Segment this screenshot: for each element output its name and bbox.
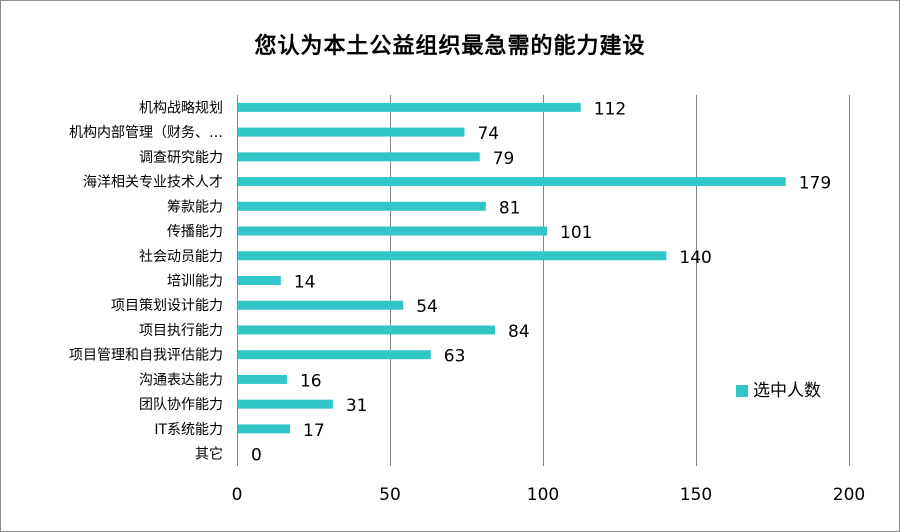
category-label-12: 团队协作能力 bbox=[139, 397, 223, 413]
bar-6 bbox=[238, 251, 667, 261]
bar-7 bbox=[238, 276, 281, 285]
category-label-11: 沟通表达能力 bbox=[139, 372, 223, 388]
value-label-12: 31 bbox=[346, 396, 368, 416]
category-label-13: IT系统能力 bbox=[154, 422, 223, 438]
x-tick-label-100: 100 bbox=[527, 485, 559, 505]
bar-10 bbox=[238, 350, 431, 360]
bar-11 bbox=[238, 374, 287, 384]
bar-12 bbox=[238, 399, 333, 409]
bar-8 bbox=[238, 300, 404, 310]
bar-13 bbox=[238, 424, 291, 434]
value-label-0: 112 bbox=[594, 99, 626, 119]
bar-5 bbox=[238, 226, 548, 236]
chart-title: 您认为本土公益组织最急需的能力建设 bbox=[254, 34, 646, 59]
value-label-6: 140 bbox=[679, 248, 711, 268]
value-labels: 112 74 79 179 81 101 140 14 54 84 63 16 31 17 0 bbox=[251, 99, 831, 465]
value-label-1: 74 bbox=[477, 124, 499, 144]
value-label-2: 79 bbox=[493, 149, 515, 169]
x-tick-label-50: 50 bbox=[379, 485, 401, 505]
value-label-4: 81 bbox=[499, 198, 521, 218]
x-tick-label-200: 200 bbox=[833, 485, 865, 505]
x-tick-label-150: 150 bbox=[680, 485, 712, 505]
x-tick-label-0: 0 bbox=[232, 485, 243, 505]
value-label-11: 16 bbox=[300, 371, 322, 391]
category-label-8: 项目策划设计能力 bbox=[111, 297, 223, 314]
legend-swatch bbox=[736, 385, 748, 397]
category-label-1: 机构内部管理（财务、… bbox=[69, 125, 223, 141]
category-label-6: 社会动员能力 bbox=[139, 249, 223, 265]
bars bbox=[238, 102, 786, 434]
bar-9 bbox=[238, 325, 496, 335]
category-label-5: 传播能力 bbox=[167, 224, 223, 240]
legend-label: 选中人数 bbox=[753, 381, 821, 401]
category-label-7: 培训能力 bbox=[167, 274, 223, 290]
category-label-4: 筹款能力 bbox=[167, 198, 223, 215]
value-label-10: 63 bbox=[444, 347, 466, 367]
bar-3 bbox=[238, 177, 786, 187]
category-label-3: 海洋相关专业技术人才 bbox=[83, 175, 223, 191]
category-label-10: 项目管理和自我评估能力 bbox=[69, 348, 223, 364]
value-label-14: 0 bbox=[251, 446, 262, 466]
value-label-8: 54 bbox=[416, 297, 438, 317]
value-label-9: 84 bbox=[508, 322, 530, 342]
category-label-0: 机构战略规划 bbox=[139, 100, 223, 116]
value-label-5: 101 bbox=[560, 223, 592, 243]
value-label-7: 14 bbox=[294, 273, 316, 293]
bar-0 bbox=[238, 102, 581, 112]
value-label-13: 17 bbox=[303, 421, 325, 441]
gridlines bbox=[237, 95, 850, 466]
bar-4 bbox=[238, 201, 486, 211]
bar-1 bbox=[238, 127, 465, 137]
category-label-9: 项目执行能力 bbox=[139, 323, 223, 339]
category-label-14: 其它 bbox=[195, 446, 223, 463]
value-label-3: 179 bbox=[799, 174, 831, 194]
category-label-2: 调查研究能力 bbox=[139, 150, 223, 166]
x-tick-labels: 0 50 100 150 200 bbox=[232, 485, 866, 505]
bar-2 bbox=[238, 152, 480, 162]
legend: 选中人数 bbox=[736, 381, 821, 401]
